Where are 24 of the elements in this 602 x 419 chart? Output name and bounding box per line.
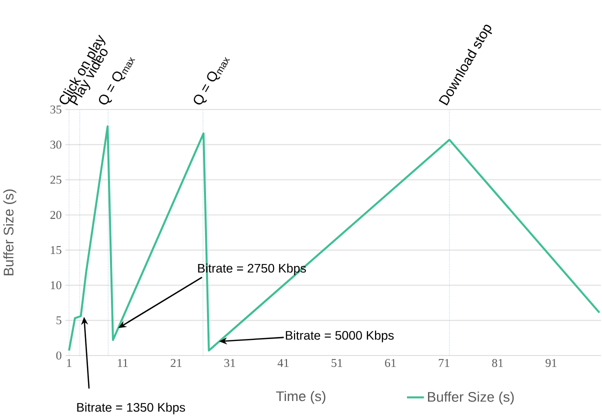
x-tick-label: 41 (278, 358, 289, 367)
y-tick-label: 5 (56, 316, 62, 324)
y-axis-title: Buffer Size (s) (3, 189, 16, 276)
x-tick-label: 51 (332, 358, 342, 367)
legend-label: Buffer Size (s) (428, 392, 514, 404)
x-tick-label: 71 (438, 358, 450, 367)
annotation: Bitrate = 1350 Kbps (77, 402, 186, 414)
y-tick-label: 20 (50, 210, 62, 219)
y-tick-label: 0 (56, 351, 62, 360)
y-tick-label: 25 (50, 176, 62, 184)
x-tick-label: 11 (118, 358, 128, 367)
x-tick-label: 21 (170, 358, 182, 367)
annotation: Bitrate = 5000 Kbps (286, 330, 394, 342)
y-tick-label: 15 (50, 246, 62, 254)
y-tick-label: 35 (50, 105, 62, 114)
x-axis-title: Time (s) (276, 390, 326, 404)
x-tick-label: 31 (224, 358, 236, 367)
x-tick-label: 1 (67, 358, 72, 367)
line-series (68, 125, 600, 352)
y-tick-label: 30 (50, 140, 62, 149)
x-tick-label: 81 (492, 358, 503, 367)
x-tick-label: 91 (546, 358, 556, 367)
y-tick-label: 10 (50, 281, 62, 290)
x-tick-label: 61 (385, 358, 396, 367)
